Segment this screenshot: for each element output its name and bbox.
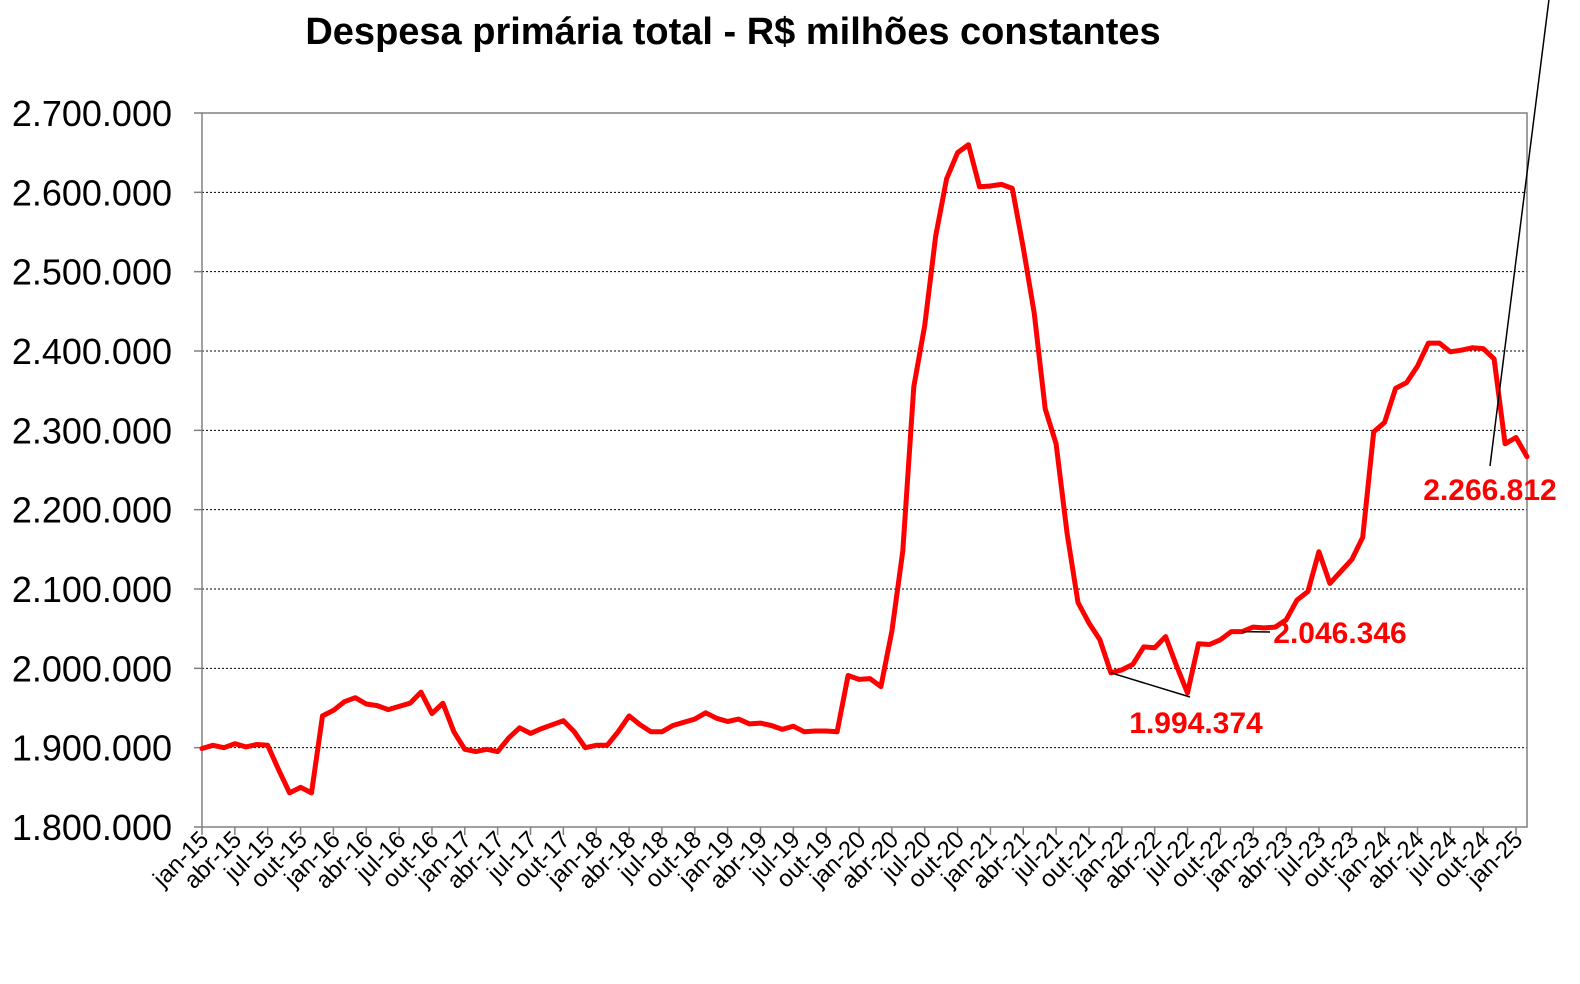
y-tick-label: 1.900.000 (12, 728, 172, 769)
annotation-leader-line (1110, 672, 1191, 698)
gridlines (202, 191, 1527, 749)
x-axis-ticks: jan-15abr-15jul-15out-15jan-16abr-16jul-… (147, 826, 1528, 894)
y-tick-label: 2.400.000 (12, 331, 172, 372)
y-tick-label: 2.700.000 (12, 93, 172, 134)
y-tick-label: 2.000.000 (12, 648, 172, 689)
annotation-leader-line (1489, 0, 1550, 467)
y-tick-label: 2.600.000 (12, 172, 172, 213)
series-group (199, 142, 1530, 796)
y-tick-label: 2.300.000 (12, 410, 172, 451)
y-tick-label: 2.500.000 (12, 252, 172, 293)
y-axis-ticks: 2.700.000 2.600.000 2.500.000 2.400.000 2.30… (12, 93, 202, 848)
annotation-label: 2.266.812 (1423, 474, 1556, 507)
series-line (199, 142, 1530, 796)
annotation-label: 2.046.346 (1273, 617, 1406, 650)
chart-title: Despesa primária total - R$ milhões cons… (305, 11, 1160, 53)
y-tick-label: 2.200.000 (12, 490, 172, 531)
y-tick-label: 2.100.000 (12, 569, 172, 610)
annotations: 1.994.374 2.046.346 2.266.812 (1110, 0, 1557, 740)
annotation-label: 1.994.374 (1129, 707, 1263, 740)
y-tick-label: 1.800.000 (12, 807, 172, 848)
plot-area-frame (201, 112, 1528, 828)
